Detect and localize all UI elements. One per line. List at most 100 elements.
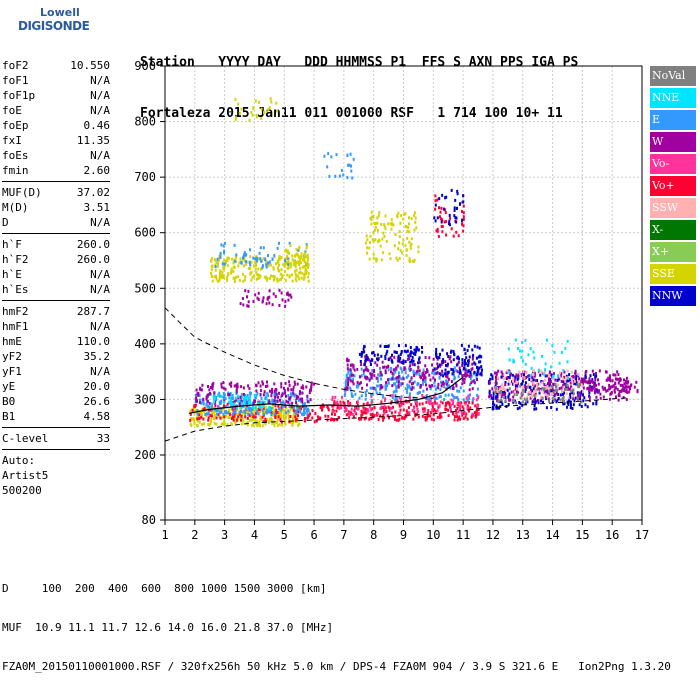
echo-point	[564, 380, 567, 383]
echo-point	[392, 223, 395, 227]
param-label: foEp	[2, 119, 29, 132]
echo-point	[463, 360, 466, 364]
echo-point	[417, 391, 420, 395]
echo-point	[201, 423, 204, 426]
echo-point	[547, 392, 550, 396]
echo-point	[436, 229, 439, 233]
echo-point	[276, 411, 279, 414]
echo-point	[548, 374, 551, 378]
echo-point	[284, 404, 287, 408]
echo-point	[202, 402, 205, 406]
echo-point	[459, 404, 462, 408]
echo-point	[214, 265, 217, 268]
echo-point	[555, 391, 558, 395]
echo-point	[418, 360, 421, 364]
echo-point	[380, 354, 383, 358]
echo-point	[616, 370, 619, 374]
echo-point	[504, 383, 507, 387]
echo-point	[544, 368, 546, 372]
echo-point	[371, 372, 374, 376]
echo-point	[260, 396, 263, 400]
echo-point	[516, 380, 519, 384]
echo-point	[523, 376, 526, 380]
echo-point	[255, 389, 258, 393]
echo-point	[240, 392, 243, 396]
echo-point	[530, 389, 532, 392]
echo-point	[626, 381, 629, 385]
echo-point	[403, 416, 406, 420]
echo-point	[410, 378, 413, 382]
echo-point	[302, 386, 305, 390]
echo-point	[345, 386, 348, 390]
echo-point	[455, 230, 458, 234]
echo-point	[287, 257, 290, 261]
echo-point	[445, 403, 448, 407]
echo-point	[280, 406, 283, 410]
echo-point	[452, 385, 455, 389]
echo-point	[458, 389, 461, 393]
echo-point	[552, 377, 555, 381]
echo-point	[561, 393, 564, 396]
echo-point	[346, 363, 349, 367]
echo-point	[390, 227, 393, 231]
echo-point	[279, 412, 282, 416]
echo-point	[311, 416, 314, 420]
echo-point	[461, 210, 463, 213]
echo-point	[408, 399, 411, 403]
echo-point	[531, 400, 534, 404]
echo-point	[599, 392, 602, 396]
echo-point	[373, 368, 375, 372]
echo-point	[408, 216, 410, 220]
echo-point	[494, 391, 497, 395]
echo-point	[401, 370, 404, 374]
echo-point	[284, 270, 286, 274]
echo-point	[369, 241, 371, 245]
echo-point	[198, 417, 201, 420]
echo-point	[533, 374, 536, 378]
echo-point	[235, 255, 237, 259]
echo-point	[405, 350, 408, 354]
echo-point	[285, 406, 288, 410]
echo-point	[309, 412, 311, 416]
echo-point	[227, 411, 230, 415]
echo-point	[580, 404, 583, 408]
echo-point	[269, 97, 272, 101]
echo-point	[294, 415, 297, 419]
echo-point	[241, 395, 244, 399]
echo-point	[395, 418, 398, 422]
echo-point	[242, 303, 245, 307]
echo-point	[230, 399, 233, 403]
echo-point	[384, 406, 387, 410]
echo-point	[233, 400, 236, 404]
echo-point	[381, 385, 384, 389]
echo-point	[360, 351, 363, 354]
echo-point	[222, 244, 225, 248]
echo-point	[288, 251, 291, 255]
echo-point	[218, 402, 221, 406]
param-label: fxI	[2, 134, 22, 147]
echo-point	[269, 276, 271, 280]
echo-point	[569, 406, 572, 410]
echo-point	[431, 408, 434, 412]
echo-point	[261, 300, 264, 304]
echo-point	[408, 384, 411, 388]
param-value: 110.0	[76, 335, 110, 348]
echo-point	[234, 260, 237, 264]
echo-point	[297, 255, 300, 259]
echo-point	[196, 412, 199, 416]
echo-point	[488, 389, 491, 393]
echo-point	[258, 273, 261, 277]
echo-point	[396, 364, 399, 368]
echo-point	[430, 417, 433, 421]
echo-point	[463, 373, 466, 377]
echo-point	[249, 255, 252, 259]
echo-point	[591, 369, 594, 373]
echo-point	[363, 411, 366, 415]
echo-point	[399, 403, 402, 407]
echo-point	[445, 220, 447, 224]
echo-point	[283, 386, 285, 390]
echo-point	[504, 396, 507, 399]
echo-point	[246, 404, 249, 408]
echo-point	[281, 276, 284, 279]
echo-point	[455, 216, 458, 220]
